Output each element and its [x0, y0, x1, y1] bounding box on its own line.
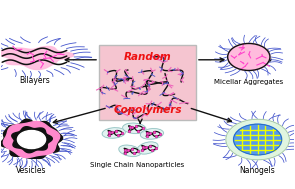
- Text: Random: Random: [124, 52, 171, 62]
- Ellipse shape: [102, 128, 125, 138]
- Ellipse shape: [137, 142, 158, 154]
- Ellipse shape: [119, 145, 141, 156]
- Text: Vesicles: Vesicles: [16, 166, 47, 175]
- Ellipse shape: [123, 123, 146, 133]
- Circle shape: [228, 43, 270, 70]
- Polygon shape: [3, 122, 60, 157]
- Text: Copolymers: Copolymers: [113, 105, 182, 115]
- Text: Bilayers: Bilayers: [19, 76, 50, 85]
- Text: Nanogels: Nanogels: [240, 166, 276, 175]
- Polygon shape: [12, 127, 52, 153]
- Polygon shape: [0, 119, 63, 158]
- Ellipse shape: [140, 129, 163, 139]
- Polygon shape: [0, 46, 74, 70]
- Circle shape: [234, 124, 282, 155]
- Circle shape: [17, 131, 46, 149]
- Circle shape: [226, 119, 289, 160]
- Text: Micellar Aggregates: Micellar Aggregates: [214, 79, 283, 85]
- Circle shape: [227, 43, 271, 71]
- Text: Single Chain Nanoparticles: Single Chain Nanoparticles: [90, 162, 184, 168]
- Circle shape: [0, 119, 64, 160]
- FancyBboxPatch shape: [99, 45, 196, 120]
